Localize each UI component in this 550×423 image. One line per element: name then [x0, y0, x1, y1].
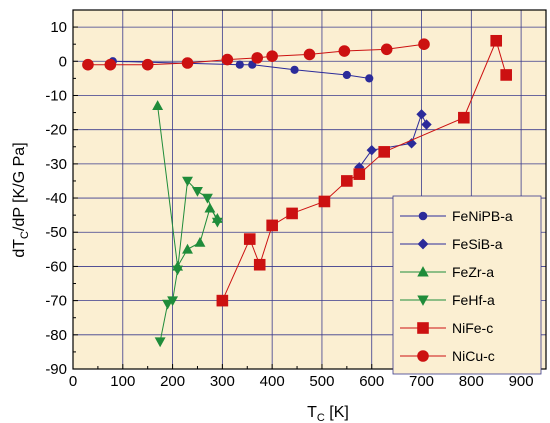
data-point [418, 38, 430, 50]
data-point [303, 48, 316, 61]
y-tick-label: -20 [45, 122, 67, 139]
x-tick-label: 100 [110, 373, 135, 390]
y-axis-label: dTC/dP [K/G Pa] [11, 142, 31, 257]
y-tick-label: -10 [45, 87, 67, 104]
data-point [141, 58, 154, 71]
legend-marker [417, 295, 429, 306]
legend-marker [417, 238, 429, 250]
y-tick-label: -50 [45, 224, 67, 241]
data-point [216, 294, 229, 307]
legend-item: FeSiB-a [400, 236, 503, 252]
series-nife-c [216, 34, 512, 307]
x-tick-label: 500 [309, 373, 334, 390]
y-tick-label: -30 [45, 156, 67, 173]
data-point [366, 145, 377, 156]
x-tick-label: 400 [260, 373, 285, 390]
data-point [266, 50, 278, 62]
y-tick-label: -60 [45, 258, 67, 275]
legend-item: NiCu-c [400, 348, 495, 364]
data-point [266, 219, 278, 232]
legend-label: FeSiB-a [452, 236, 503, 252]
data-point [251, 52, 264, 64]
data-point [167, 296, 179, 307]
series-layer [82, 34, 512, 348]
data-point [380, 43, 393, 56]
data-point [201, 193, 213, 204]
series-fehf-a [154, 176, 223, 348]
plot-frame [72, 9, 547, 370]
ticks: 0 100 200 300 400 500 600 700 800 900100-10-20-30… [45, 19, 533, 390]
data-point [154, 337, 166, 348]
x-tick-label: 200 [160, 373, 185, 390]
data-point [253, 258, 266, 271]
x-tick-label: 300 [210, 373, 235, 390]
data-point [416, 109, 427, 120]
y-tick-label: 10 [50, 19, 67, 36]
legend-marker [417, 350, 429, 362]
x-axis-label: TC [K] [307, 404, 349, 423]
data-point [458, 111, 470, 124]
data-point [194, 236, 206, 247]
data-point [243, 233, 256, 245]
data-point [365, 74, 374, 83]
data-point [378, 146, 390, 158]
x-tick-label: 800 [459, 373, 484, 390]
data-point [182, 243, 193, 254]
legend-item: NiFe-c [400, 320, 493, 336]
data-point [500, 69, 512, 81]
data-point [290, 65, 299, 74]
data-point [162, 299, 174, 310]
legend-marker [418, 211, 428, 221]
data-point [286, 207, 298, 220]
legend-marker [417, 322, 429, 334]
legend-item: FeNiPB-a [400, 208, 513, 224]
x-tick-label: 700 [409, 373, 434, 390]
y-tick-label: -70 [45, 293, 67, 310]
legend-item: FeZr-a [400, 264, 494, 280]
data-point [338, 45, 351, 57]
y-tick-label: -80 [45, 327, 67, 344]
data-point [341, 175, 353, 187]
data-point [104, 58, 117, 71]
legend-item: FeHf-a [400, 292, 495, 308]
y-tick-label: 0 [59, 53, 67, 70]
data-point [152, 100, 164, 110]
legend-label: FeNiPB-a [452, 208, 513, 224]
series-nicu-c [82, 38, 430, 71]
data-point [318, 195, 331, 208]
x-tick-label: 900 [509, 373, 534, 390]
legend: FeNiPB-a FeSiB-a FeZr-a FeHf-a NiFe-c NiCu-c [392, 195, 542, 375]
data-point [248, 60, 257, 69]
data-point [421, 119, 432, 130]
data-point [490, 34, 503, 47]
legend-label: FeZr-a [452, 264, 494, 280]
data-point [172, 265, 184, 276]
y-tick-label: -90 [45, 361, 67, 378]
data-point [82, 58, 94, 71]
legend-label: NiFe-c [452, 320, 493, 336]
x-tick-label: 600 [359, 373, 384, 390]
data-point [211, 217, 223, 228]
legend-label: FeHf-a [452, 292, 495, 308]
legend-box [392, 195, 542, 375]
data-point [235, 60, 244, 69]
data-point [181, 57, 194, 69]
data-point [342, 70, 351, 80]
legend-label: NiCu-c [452, 348, 495, 364]
x-tick-label: 0 [69, 373, 77, 390]
data-point [221, 53, 234, 66]
legend-marker [417, 266, 429, 277]
data-point [192, 186, 203, 197]
data-point [353, 168, 366, 180]
data-point [182, 176, 193, 187]
y-tick-label: -40 [45, 190, 67, 207]
